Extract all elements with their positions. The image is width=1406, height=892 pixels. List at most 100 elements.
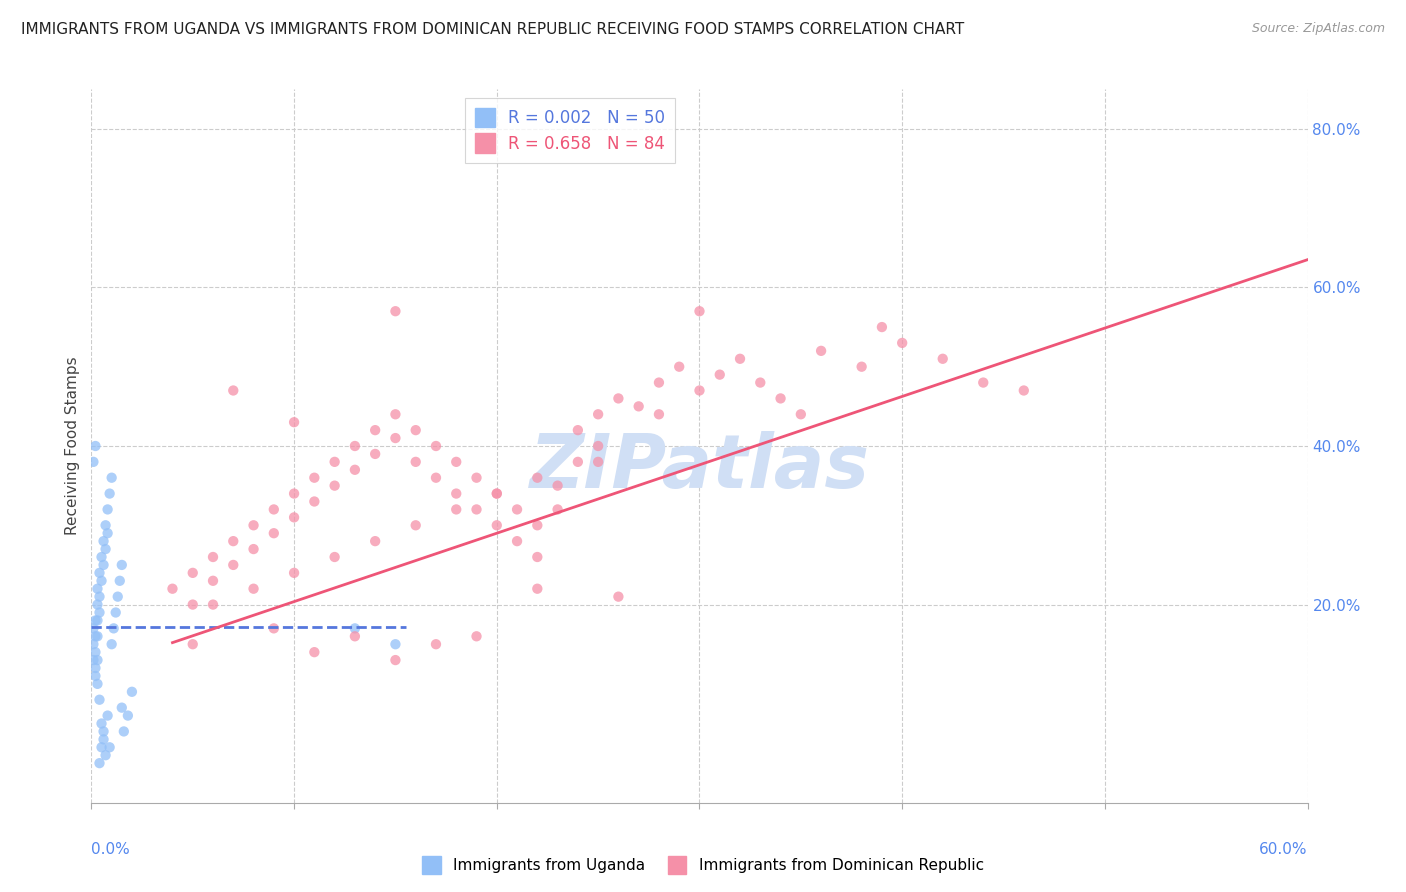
Point — [627, 400, 650, 414]
Point — [870, 320, 893, 334]
Point — [86, 614, 108, 628]
Point — [103, 621, 125, 635]
Point — [384, 407, 406, 421]
Point — [283, 510, 305, 524]
Point — [89, 692, 111, 706]
Point — [607, 392, 630, 406]
Point — [89, 590, 111, 604]
Point — [283, 566, 305, 580]
Point — [749, 376, 772, 390]
Point — [162, 582, 184, 596]
Point — [84, 439, 107, 453]
Point — [851, 359, 873, 374]
Point — [98, 740, 121, 755]
Point — [181, 566, 204, 580]
Point — [84, 614, 107, 628]
Point — [465, 629, 488, 643]
Point — [790, 407, 813, 421]
Point — [304, 645, 326, 659]
Point — [94, 518, 117, 533]
Point — [84, 629, 107, 643]
Text: Source: ZipAtlas.com: Source: ZipAtlas.com — [1251, 22, 1385, 36]
Point — [181, 598, 204, 612]
Point — [121, 685, 143, 699]
Point — [425, 439, 447, 453]
Point — [108, 574, 131, 588]
Point — [222, 384, 245, 398]
Point — [810, 343, 832, 358]
Point — [405, 423, 427, 437]
Point — [202, 598, 225, 612]
Point — [364, 534, 387, 549]
Point — [425, 637, 447, 651]
Point — [972, 376, 994, 390]
Point — [891, 335, 914, 350]
Point — [89, 566, 111, 580]
Point — [769, 392, 792, 406]
Point — [506, 502, 529, 516]
Text: 0.0%: 0.0% — [91, 842, 131, 857]
Point — [526, 518, 548, 533]
Point — [567, 423, 589, 437]
Point — [100, 637, 122, 651]
Point — [586, 439, 609, 453]
Point — [93, 732, 115, 747]
Point — [485, 518, 508, 533]
Point — [384, 304, 406, 318]
Point — [728, 351, 751, 366]
Point — [648, 407, 671, 421]
Point — [93, 558, 115, 572]
Point — [343, 629, 366, 643]
Point — [526, 471, 548, 485]
Point — [485, 486, 508, 500]
Point — [343, 621, 366, 635]
Point — [364, 447, 387, 461]
Point — [107, 590, 129, 604]
Point — [586, 407, 609, 421]
Point — [242, 582, 264, 596]
Point — [263, 621, 285, 635]
Point — [202, 574, 225, 588]
Point — [94, 748, 117, 763]
Point — [465, 502, 488, 516]
Point — [181, 637, 204, 651]
Point — [465, 471, 488, 485]
Point — [567, 455, 589, 469]
Point — [526, 582, 548, 596]
Point — [405, 518, 427, 533]
Point — [86, 629, 108, 643]
Point — [668, 359, 690, 374]
Point — [242, 518, 264, 533]
Point — [111, 700, 134, 714]
Text: ZIPatlas: ZIPatlas — [530, 431, 869, 504]
Point — [84, 661, 107, 675]
Point — [444, 502, 467, 516]
Point — [283, 486, 305, 500]
Point — [93, 724, 115, 739]
Point — [86, 582, 108, 596]
Point — [364, 423, 387, 437]
Point — [86, 653, 108, 667]
Point — [90, 549, 112, 564]
Point — [263, 502, 285, 516]
Point — [117, 708, 139, 723]
Point — [444, 455, 467, 469]
Text: 60.0%: 60.0% — [1260, 842, 1308, 857]
Point — [384, 637, 406, 651]
Point — [90, 574, 112, 588]
Point — [84, 645, 107, 659]
Point — [384, 653, 406, 667]
Point — [547, 502, 569, 516]
Legend: R = 0.002   N = 50, R = 0.658   N = 84: R = 0.002 N = 50, R = 0.658 N = 84 — [464, 97, 675, 162]
Point — [323, 455, 346, 469]
Point — [202, 549, 225, 564]
Point — [89, 756, 111, 771]
Point — [111, 558, 134, 572]
Point — [343, 463, 366, 477]
Point — [222, 558, 245, 572]
Point — [222, 534, 245, 549]
Point — [323, 549, 346, 564]
Point — [547, 478, 569, 492]
Point — [82, 455, 104, 469]
Point — [82, 621, 104, 635]
